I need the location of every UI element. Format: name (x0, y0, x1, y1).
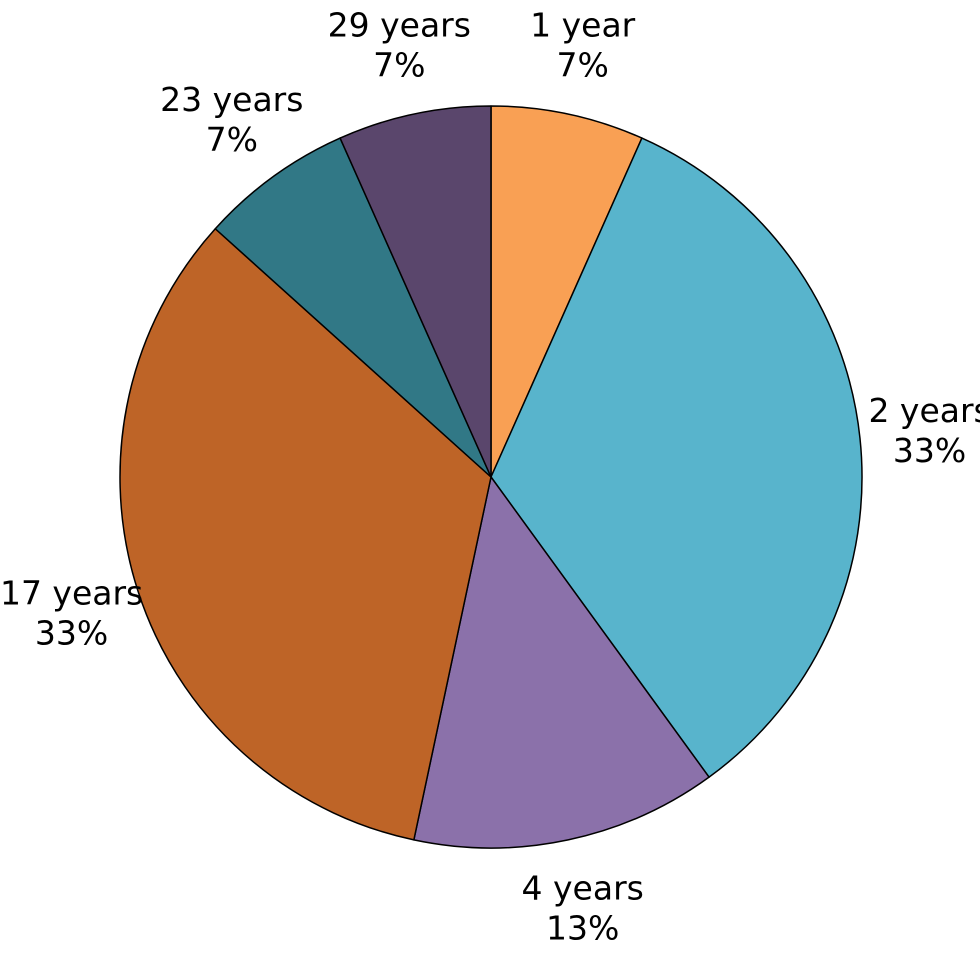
pie-slice-1-year (490, 105, 643, 478)
slice-percent-2-years: 33% (893, 431, 966, 470)
slice-percent-17-years: 33% (35, 613, 108, 652)
slice-percent-1-year: 7% (557, 46, 609, 85)
pie-slice-23-years (214, 137, 492, 478)
slice-label-2-years: 2 years (868, 391, 980, 430)
pie-slice-4-years (413, 476, 710, 849)
slice-percent-29-years: 7% (373, 46, 425, 85)
pie-slice-17-years (119, 228, 492, 841)
slice-label-29-years: 29 years (328, 6, 471, 45)
pie-slice-2-years (490, 137, 863, 778)
pie-slices (119, 105, 863, 849)
slice-percent-23-years: 7% (206, 120, 258, 159)
slice-label-1-year: 1 year (530, 6, 636, 45)
slice-label-17-years: 17 years (0, 573, 143, 612)
slice-label-23-years: 23 years (160, 80, 303, 119)
pie-slice-29-years (339, 105, 492, 478)
slice-percent-4-years: 13% (546, 908, 619, 947)
slice-label-4-years: 4 years (522, 868, 644, 907)
